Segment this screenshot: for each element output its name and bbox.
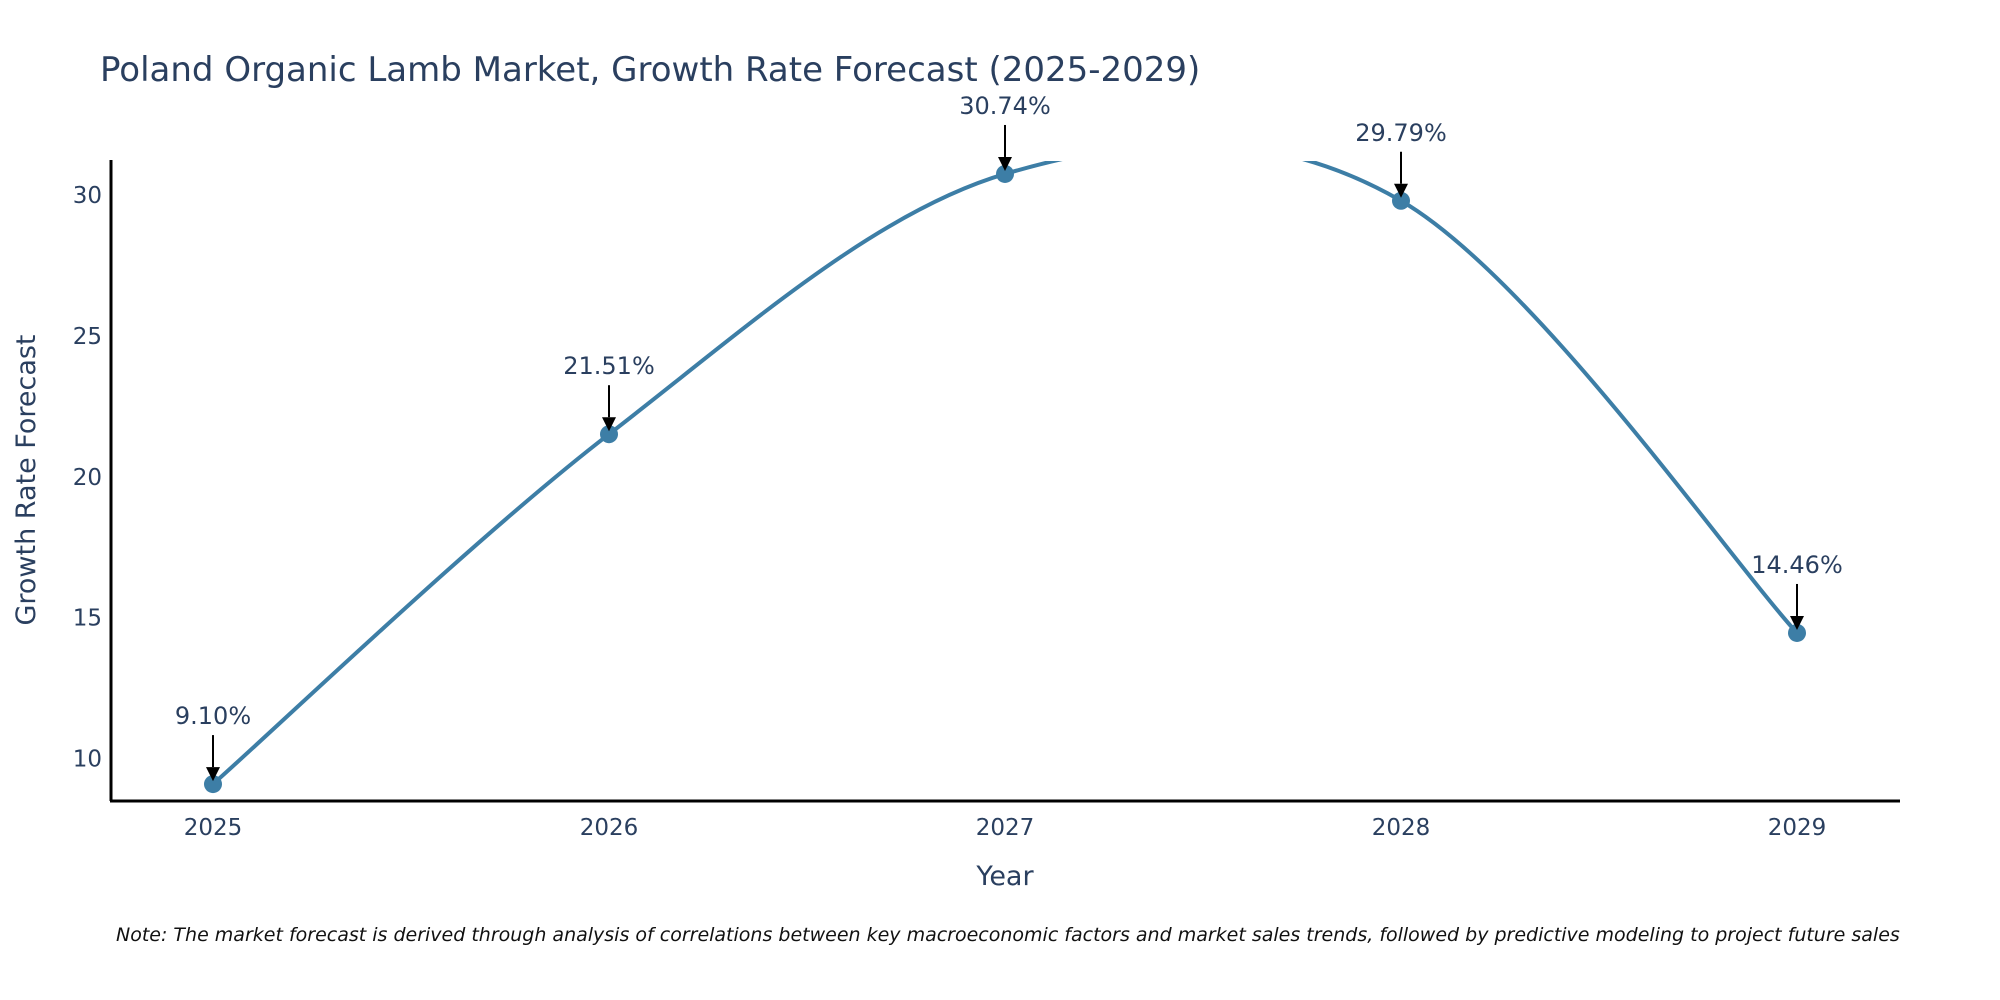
- data-point-2028: [1392, 191, 1410, 210]
- data-annotations: 9.10% 21.51% 30.74% 29.79% 14.46%: [175, 92, 1843, 782]
- x-axis-ticks: 2025 2026 2027 2028 2029: [184, 815, 1827, 841]
- x-axis-title: Year: [975, 861, 1034, 892]
- data-label-2026: 21.51%: [563, 352, 655, 380]
- data-point-2027: [996, 164, 1014, 183]
- chart-title: Poland Organic Lamb Market, Growth Rate …: [100, 50, 1200, 90]
- data-label-2027: 30.74%: [959, 92, 1051, 120]
- y-axis-title: Growth Rate Forecast: [11, 334, 42, 625]
- x-tick-label: 2029: [1768, 815, 1827, 841]
- annotation-arrow-head: [998, 156, 1012, 171]
- annotation-arrow-head: [1394, 183, 1408, 198]
- annotation-arrow-head: [1790, 615, 1804, 630]
- x-tick-label: 2025: [184, 815, 243, 841]
- data-markers: [204, 164, 1806, 794]
- y-axis-ticks: 10 15 20 25 30: [73, 183, 102, 773]
- series-line: [211, 161, 1799, 786]
- data-point-2025: [204, 775, 222, 794]
- y-tick-label: 25: [73, 324, 102, 350]
- y-tick-label: 20: [73, 465, 102, 491]
- annotation-arrow-head: [206, 767, 220, 782]
- x-tick-label: 2027: [976, 815, 1035, 841]
- data-label-2029: 14.46%: [1751, 551, 1843, 579]
- data-point-2026: [600, 425, 618, 444]
- chart-note: Note: The market forecast is derived thr…: [116, 924, 1900, 946]
- data-point-2029: [1788, 623, 1806, 642]
- annotation-arrow-head: [602, 417, 616, 432]
- y-tick-label: 15: [73, 606, 102, 632]
- y-tick-label: 30: [73, 183, 102, 209]
- data-label-2025: 9.10%: [175, 702, 251, 730]
- data-label-2028: 29.79%: [1355, 119, 1447, 147]
- x-tick-label: 2026: [580, 815, 639, 841]
- y-tick-label: 10: [73, 747, 102, 773]
- x-tick-label: 2028: [1372, 815, 1431, 841]
